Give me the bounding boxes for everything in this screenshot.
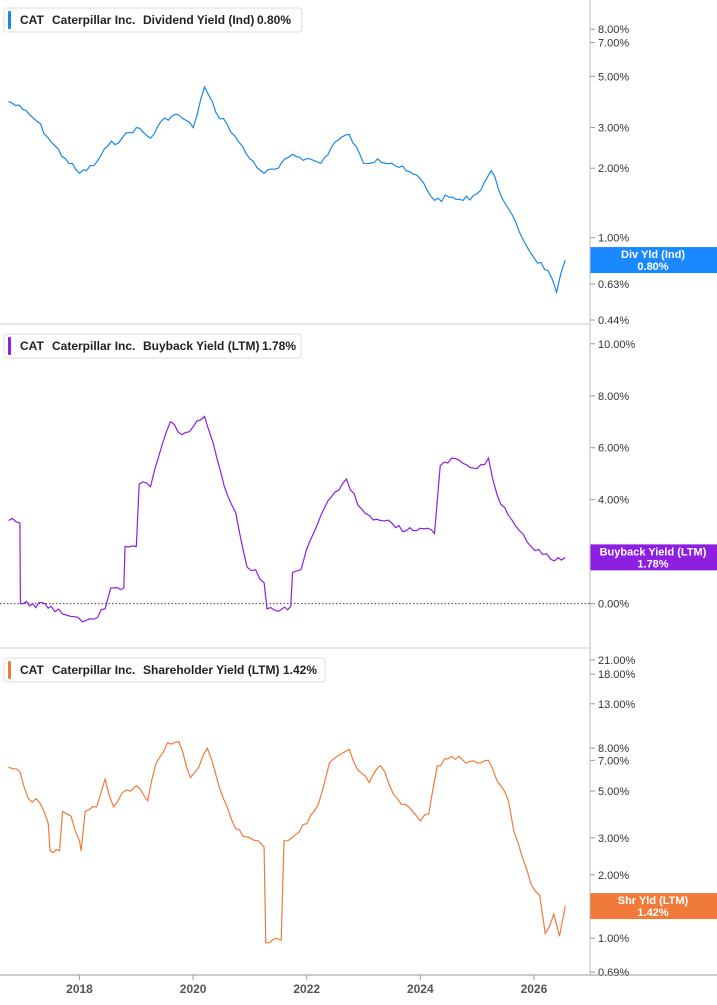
legend-box: [3, 657, 326, 683]
y-tick-label: 3.00%: [598, 123, 629, 135]
y-tick-label: 10.00%: [598, 339, 636, 351]
value-tag-title: Div Yld (Ind): [621, 249, 685, 261]
legend-box: [3, 333, 302, 359]
x-tick-label: 2022: [293, 982, 320, 996]
y-axis-ticks-shareholder-yield: 21.00% 18.00% 13.00% 8.00%7.00% 5.00% 3.00% 2.…: [590, 655, 636, 979]
y-tick-label: 0.00%: [598, 599, 629, 611]
legend-buyback-yield[interactable]: CAT Caterpillar Inc. Buyback Yield (LTM)…: [3, 333, 302, 359]
legend-ticker: CAT: [20, 663, 44, 677]
value-tag-title: Shr Yld (LTM): [618, 895, 689, 907]
legend-value: 1.78%: [262, 339, 296, 353]
legend-shareholder-yield[interactable]: CAT Caterpillar Inc. Shareholder Yield (…: [3, 657, 326, 683]
legend-color-marker: [8, 337, 11, 355]
value-tag-box: [590, 544, 717, 571]
x-tick-label: 2020: [180, 982, 207, 996]
y-tick-label: 18.00%: [598, 669, 636, 681]
value-tag-buyback-yield: Buyback Yield (LTM) 1.78%: [590, 544, 717, 571]
dividend-yield-line: [8, 85, 566, 295]
y-tick-label: 7.00%: [598, 38, 629, 50]
y-tick-label: 13.00%: [598, 699, 636, 711]
y-tick-label: 1.00%: [598, 233, 629, 245]
legend-company: Caterpillar Inc.: [52, 339, 135, 353]
legend-color-marker: [8, 11, 11, 29]
legend-dividend-yield[interactable]: CAT Caterpillar Inc. Dividend Yield (Ind…: [3, 7, 303, 33]
panel-dividend-yield: CAT Caterpillar Inc. Dividend Yield (Ind…: [3, 7, 717, 327]
y-tick-label: 6.00%: [598, 443, 629, 455]
y-axis-ticks-buyback-yield: 10.00% 8.00% 6.00% 4.00% 0.00%: [590, 339, 636, 611]
legend-ticker: CAT: [20, 13, 44, 27]
value-tag-dividend-yield: Div Yld (Ind) 0.80%: [590, 247, 717, 274]
value-tag-value: 1.42%: [637, 907, 668, 919]
legend-company: Caterpillar Inc.: [52, 663, 135, 677]
y-tick-label: 8.00%: [598, 24, 629, 36]
legend-box: [3, 7, 303, 33]
legend-metric: Shareholder Yield (LTM): [143, 663, 279, 677]
y-tick-label: 3.00%: [598, 833, 629, 845]
y-tick-label: 5.00%: [598, 786, 629, 798]
shareholder-yield-line: [8, 740, 566, 944]
y-tick-label: 7.00%: [598, 755, 629, 767]
legend-metric: Buyback Yield (LTM): [143, 339, 259, 353]
x-tick-label: 2026: [521, 982, 548, 996]
y-tick-label: 1.00%: [598, 933, 629, 945]
legend-company: Caterpillar Inc.: [52, 13, 135, 27]
y-tick-label: 4.00%: [598, 495, 629, 507]
buyback-yield-line: [8, 415, 566, 623]
y-tick-label: 5.00%: [598, 71, 629, 83]
x-axis-ticks: 2018 2020 2022 2024 2026: [66, 975, 548, 996]
value-tag-box: [590, 247, 717, 274]
value-tag-box: [590, 893, 717, 920]
y-tick-label: 0.63%: [598, 279, 629, 291]
x-tick-label: 2018: [66, 982, 93, 996]
legend-value: 1.42%: [283, 663, 317, 677]
y-tick-label: 2.00%: [598, 870, 629, 882]
panel-shareholder-yield: CAT Caterpillar Inc. Shareholder Yield (…: [3, 655, 717, 979]
y-axis-ticks-dividend-yield: 8.00% 7.00% 5.00% 3.00% 2.00% 1.00% 0.63% 0.44%: [590, 24, 629, 327]
y-tick-label: 0.44%: [598, 315, 629, 327]
x-tick-label: 2024: [407, 982, 434, 996]
y-tick-label: 0.69%: [598, 967, 629, 979]
legend-color-marker: [8, 661, 11, 679]
y-tick-label: 8.00%: [598, 391, 629, 403]
value-tag-value: 1.78%: [637, 558, 668, 570]
y-tick-label: 2.00%: [598, 163, 629, 175]
value-tag-shareholder-yield: Shr Yld (LTM) 1.42%: [590, 893, 717, 920]
panel-buyback-yield: CAT Caterpillar Inc. Buyback Yield (LTM)…: [0, 333, 717, 623]
y-tick-label: 21.00%: [598, 655, 636, 667]
legend-value: 0.80%: [257, 13, 291, 27]
legend-metric: Dividend Yield (Ind): [143, 13, 254, 27]
y-tick-label: 8.00%: [598, 743, 629, 755]
legend-ticker: CAT: [20, 339, 44, 353]
value-tag-title: Buyback Yield (LTM): [600, 546, 707, 558]
value-tag-value: 0.80%: [637, 261, 668, 273]
